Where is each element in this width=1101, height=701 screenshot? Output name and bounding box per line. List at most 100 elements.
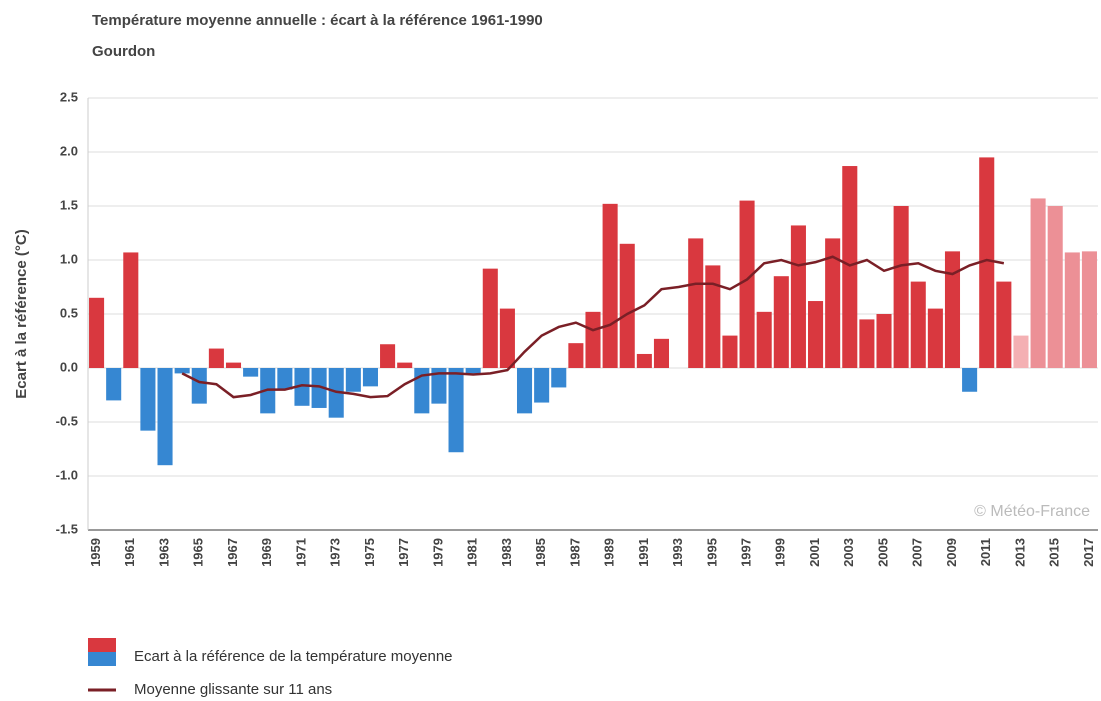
bar: [602, 203, 618, 368]
x-tick-label: 1973: [328, 538, 343, 567]
bar: [482, 268, 498, 368]
bar: [944, 251, 961, 368]
bar: [893, 206, 909, 368]
x-tick-label: 1961: [122, 538, 137, 567]
bar: [157, 368, 173, 466]
bar: [225, 362, 242, 368]
y-tick-label: -0.5: [56, 413, 78, 428]
bar: [431, 368, 447, 404]
y-tick-label: 1.0: [60, 251, 78, 266]
x-tick-label: 2005: [875, 538, 890, 567]
bar: [756, 311, 772, 368]
bar: [380, 344, 396, 368]
bar: [996, 281, 1012, 368]
x-tick-label: 1965: [191, 538, 206, 567]
bar: [739, 200, 755, 368]
chart-title: Température moyenne annuelle : écart à l…: [92, 12, 543, 29]
bar: [842, 166, 858, 368]
y-tick-label: 0.5: [60, 305, 78, 320]
legend-label: Ecart à la référence de la température m…: [134, 648, 453, 665]
x-tick-label: 2001: [807, 538, 822, 567]
bar: [705, 265, 721, 368]
bar: [174, 368, 190, 374]
x-tick-label: 1959: [88, 538, 103, 567]
x-tick-label: 1987: [567, 538, 582, 567]
bar: [859, 319, 875, 368]
x-tick-label: 1971: [293, 538, 308, 567]
x-tick-label: 2013: [1012, 538, 1027, 567]
bar: [499, 308, 515, 368]
bar: [636, 353, 652, 368]
x-tick-label: 2007: [910, 538, 925, 567]
bar: [277, 368, 293, 390]
bar: [876, 314, 892, 368]
bar: [1064, 252, 1080, 368]
y-axis-label: Ecart à la référence (°C): [13, 229, 30, 398]
x-tick-label: 1993: [670, 538, 685, 567]
x-tick-label: 1985: [533, 538, 548, 567]
x-tick-label: 1977: [396, 538, 411, 567]
bar: [773, 276, 789, 368]
bar: [294, 368, 310, 406]
bar: [448, 368, 464, 453]
y-tick-label: -1.5: [56, 521, 78, 536]
bar: [927, 308, 943, 368]
bar: [465, 368, 481, 374]
bar: [1013, 335, 1029, 368]
chart-subtitle: Gourdon: [92, 43, 155, 60]
legend-swatch: [88, 638, 116, 652]
x-tick-label: 2017: [1081, 538, 1096, 567]
x-tick-label: 1963: [156, 538, 171, 567]
x-tick-label: 1967: [225, 538, 240, 567]
bar: [106, 368, 122, 401]
x-tick-label: 2011: [978, 538, 993, 566]
legend-label: Moyenne glissante sur 11 ans: [134, 681, 332, 698]
bar: [208, 348, 224, 368]
bar: [653, 338, 670, 368]
x-tick-label: 1989: [602, 538, 617, 567]
bar: [722, 335, 738, 368]
bar: [962, 368, 978, 392]
bar: [243, 368, 259, 377]
bar: [362, 368, 378, 387]
x-tick-label: 1995: [704, 538, 719, 567]
bar: [345, 368, 361, 392]
x-tick-label: 2009: [944, 538, 959, 567]
bar: [140, 368, 156, 431]
y-tick-label: 2.5: [60, 89, 78, 104]
x-tick-label: 2003: [841, 538, 856, 567]
bar: [89, 297, 105, 368]
bar: [1030, 198, 1046, 368]
bar: [979, 157, 995, 368]
x-tick-label: 1981: [465, 538, 480, 567]
x-tick-label: 1991: [636, 538, 651, 567]
x-tick-label: 1999: [773, 538, 788, 567]
bar: [825, 238, 841, 368]
x-tick-label: 1969: [259, 538, 274, 567]
bar: [790, 225, 806, 368]
x-tick-label: 1975: [362, 538, 377, 567]
y-tick-label: 1.5: [60, 197, 78, 212]
watermark: © Météo-France: [974, 503, 1090, 520]
bar: [311, 368, 327, 408]
legend-swatch: [88, 652, 116, 666]
y-tick-label: 0.0: [60, 359, 78, 374]
bar: [516, 368, 533, 414]
bar: [397, 362, 413, 368]
bar: [534, 368, 550, 403]
x-tick-label: 2015: [1047, 538, 1062, 567]
bar: [808, 301, 824, 368]
bar: [551, 368, 567, 388]
bar: [191, 368, 207, 404]
bar: [619, 243, 635, 368]
x-tick-label: 1997: [739, 538, 754, 567]
bar: [123, 252, 139, 368]
bar: [585, 311, 601, 368]
bar: [1047, 206, 1063, 368]
x-tick-label: 1979: [430, 538, 445, 567]
x-tick-label: 1983: [499, 538, 514, 567]
y-tick-label: -1.0: [56, 467, 78, 482]
moving-average-line: [181, 255, 1005, 399]
bar: [568, 343, 584, 368]
